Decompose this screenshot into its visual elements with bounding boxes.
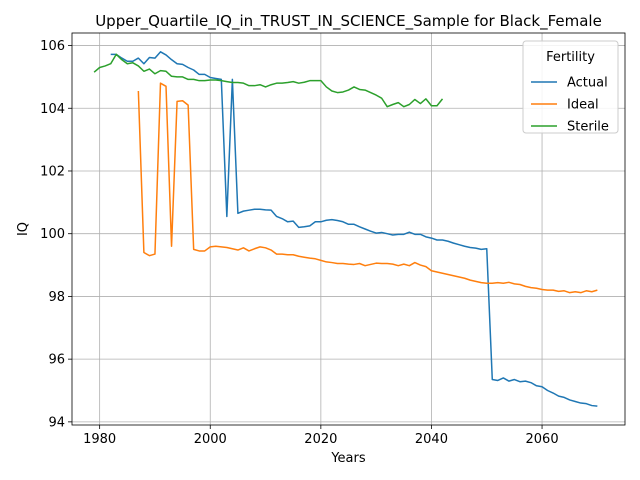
- y-tick-label: 104: [40, 102, 65, 117]
- y-tick-label: 98: [48, 290, 65, 305]
- y-tick-label: 106: [40, 39, 65, 54]
- legend-box: [522, 40, 619, 134]
- chart-title: Upper_Quartile_IQ_in_TRUST_IN_SCIENCE_Sa…: [95, 12, 602, 31]
- axes-border: [71, 32, 626, 426]
- y-tick-label: 100: [40, 227, 65, 242]
- series-line-actual: [110, 51, 598, 407]
- x-axis-label: Years: [330, 451, 366, 466]
- x-tick-label: 2020: [304, 432, 337, 447]
- legend: Fertility Actual Ideal Sterile: [522, 40, 619, 135]
- x-axis-ticks: 1980 2000 2020 2040 2060: [83, 425, 559, 447]
- series-line-sterile: [93, 53, 444, 108]
- legend-label-ideal: Ideal: [567, 98, 599, 113]
- x-tick-label: 2000: [194, 432, 227, 447]
- y-tick-label: 94: [48, 415, 65, 430]
- legend-label-actual: Actual: [567, 76, 608, 91]
- series-lines: [93, 51, 598, 407]
- axes-frame: [71, 32, 626, 426]
- legend-label-sterile: Sterile: [567, 120, 609, 135]
- y-tick-label: 96: [48, 353, 65, 368]
- x-tick-label: 2060: [526, 432, 559, 447]
- x-tick-label: 1980: [83, 432, 116, 447]
- legend-title: Fertility: [546, 50, 595, 65]
- series-line-ideal: [137, 82, 598, 294]
- y-axis-label: IQ: [16, 222, 31, 236]
- x-tick-label: 2040: [415, 432, 448, 447]
- y-tick-label: 102: [40, 164, 65, 179]
- y-axis-ticks: 94 96 98 100 102 104 106: [40, 39, 72, 430]
